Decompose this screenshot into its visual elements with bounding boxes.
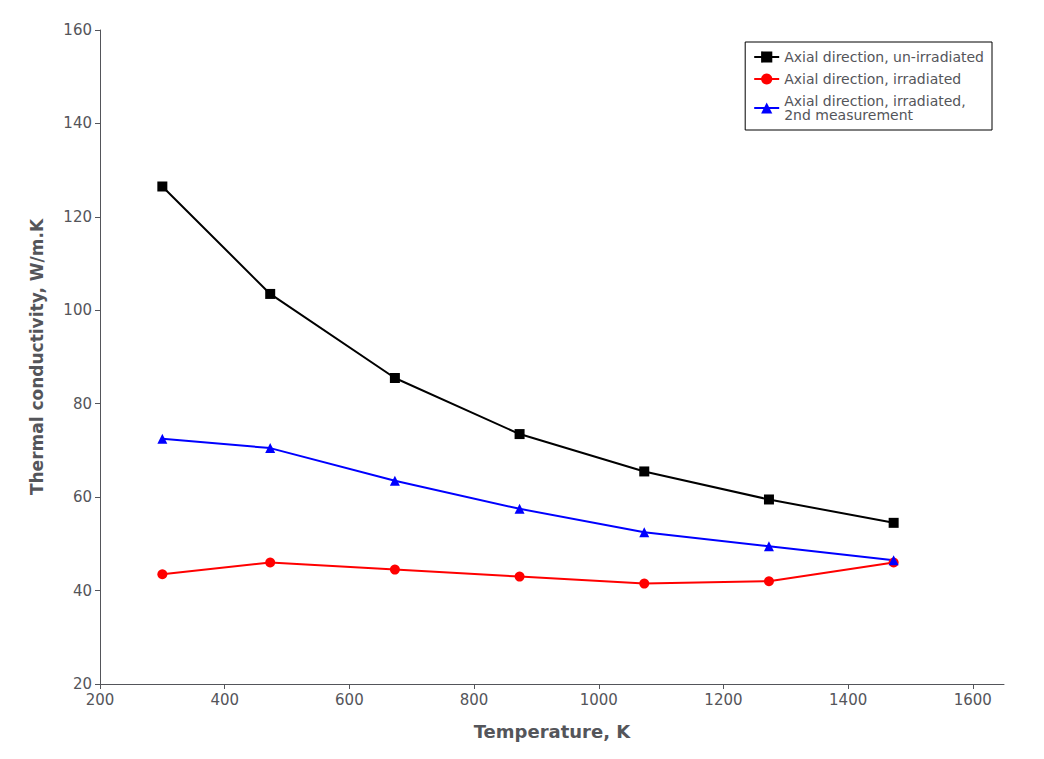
svg-text:400: 400 [210, 691, 239, 709]
svg-text:Axial direction, irradiated: Axial direction, irradiated [784, 71, 961, 87]
svg-text:800: 800 [460, 691, 489, 709]
svg-text:60: 60 [73, 488, 92, 506]
svg-text:2nd measurement: 2nd measurement [784, 107, 913, 123]
svg-text:20: 20 [72, 675, 92, 693]
svg-text:1400: 1400 [829, 691, 867, 709]
svg-text:200: 200 [86, 691, 115, 709]
svg-text:1600: 1600 [954, 691, 992, 709]
svg-text:1000: 1000 [580, 691, 618, 709]
svg-text:140: 140 [63, 114, 92, 132]
svg-text:100: 100 [63, 301, 92, 319]
svg-text:120: 120 [63, 208, 92, 226]
svg-text:1200: 1200 [704, 691, 742, 709]
svg-text:40: 40 [73, 582, 92, 600]
svg-text:160: 160 [63, 21, 92, 39]
svg-text:Temperature, K: Temperature, K [474, 721, 632, 742]
svg-text:80: 80 [73, 395, 92, 413]
svg-text:600: 600 [335, 691, 364, 709]
svg-text:Thermal conductivity, W/m.K: Thermal conductivity, W/m.K [27, 218, 47, 495]
svg-text:Axial direction, un-irradiated: Axial direction, un-irradiated [784, 49, 984, 65]
svg-text:Axial direction, irradiated,: Axial direction, irradiated, [784, 93, 966, 109]
